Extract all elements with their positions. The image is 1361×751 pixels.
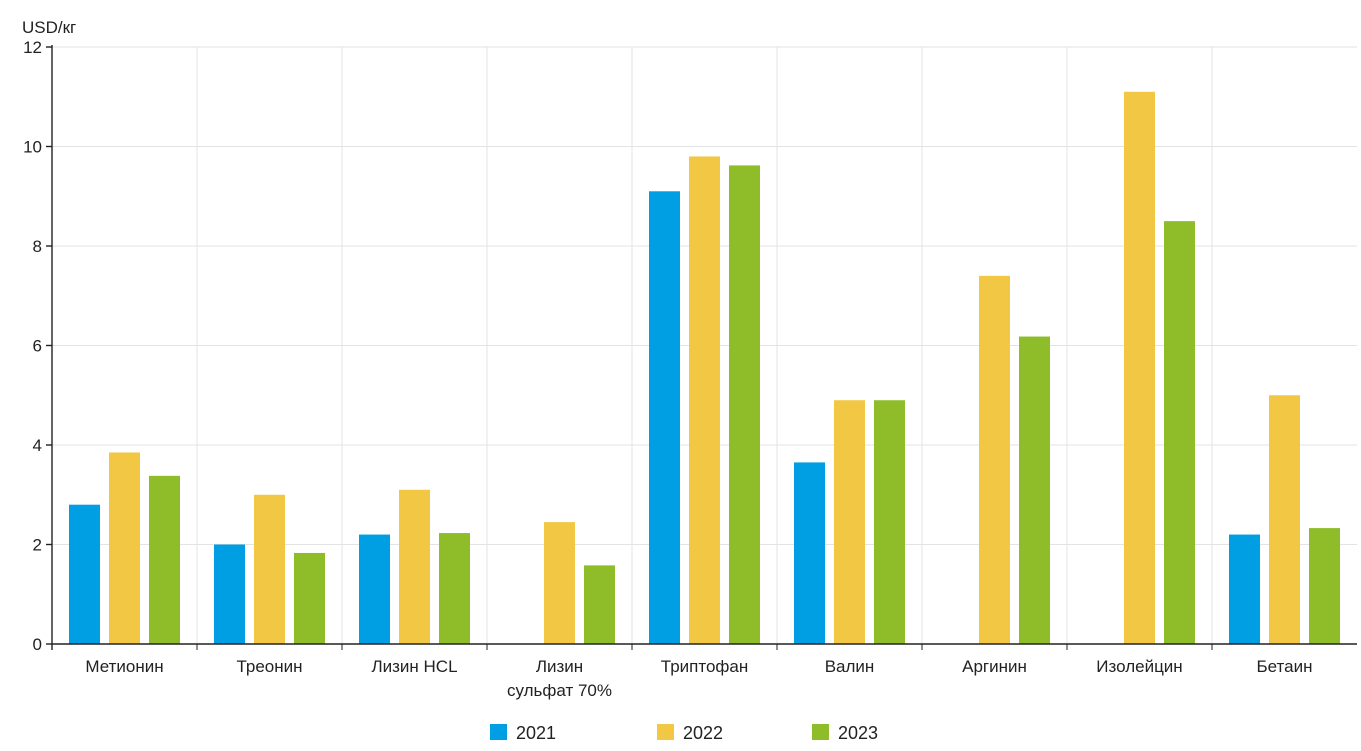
- bar-2023: [439, 533, 470, 644]
- legend: 2021 2022 2023: [490, 723, 878, 743]
- bar-2021: [214, 544, 245, 644]
- category-label: Триптофан: [661, 657, 748, 676]
- legend-label: 2022: [683, 723, 723, 743]
- bar-2022: [1269, 395, 1300, 644]
- bar-2022: [544, 522, 575, 644]
- category-label: Изолейцин: [1096, 657, 1182, 676]
- y-axis-unit-label: USD/кг: [22, 18, 76, 37]
- category-label: Валин: [825, 657, 875, 676]
- legend-item-2022: 2022: [657, 723, 723, 743]
- legend-swatch: [657, 724, 674, 740]
- bar-2021: [69, 504, 100, 644]
- bars: [69, 91, 1340, 644]
- category-label: Бетаин: [1257, 657, 1313, 676]
- y-tick-labels: 0 2 4 6 8 10 12: [23, 38, 42, 654]
- bar-2023: [294, 552, 325, 644]
- legend-label: 2021: [516, 723, 556, 743]
- y-tick-label: 8: [33, 237, 42, 256]
- legend-item-2021: 2021: [490, 723, 556, 743]
- bar-2023: [729, 165, 760, 644]
- bar-2022: [109, 452, 140, 644]
- bar-2023: [584, 565, 615, 644]
- category-label: Аргинин: [962, 657, 1027, 676]
- bar-2021: [359, 534, 390, 644]
- category-label: Треонин: [236, 657, 302, 676]
- bar-2023: [149, 475, 180, 644]
- bar-2022: [399, 489, 430, 644]
- y-tick-label: 6: [33, 337, 42, 356]
- bar-2021: [794, 462, 825, 644]
- bar-2022: [979, 275, 1010, 644]
- category-labels: Метионин Треонин Лизин HCL Лизин сульфат 70%…: [85, 657, 1312, 700]
- bar-2022: [254, 494, 285, 644]
- y-tick-label: 4: [33, 436, 42, 455]
- bar-2022: [1124, 91, 1155, 644]
- bar-2023: [1019, 336, 1050, 644]
- bar-2021: [649, 191, 680, 644]
- bar-2022: [689, 156, 720, 644]
- y-tick-label: 10: [23, 138, 42, 157]
- bar-2023: [874, 400, 905, 644]
- legend-swatch: [812, 724, 829, 740]
- bar-2022: [834, 400, 865, 644]
- y-tick-label: 2: [33, 536, 42, 555]
- bar-2023: [1309, 528, 1340, 644]
- y-tick-label: 12: [23, 38, 42, 57]
- category-label: Лизин сульфат 70%: [507, 657, 612, 700]
- category-label: Метионин: [85, 657, 163, 676]
- bar-2023: [1164, 221, 1195, 644]
- axes: USD/кг: [22, 18, 1357, 650]
- bar-2021: [1229, 534, 1260, 644]
- category-label: Лизин HCL: [371, 657, 457, 676]
- y-tick-label: 0: [33, 635, 42, 654]
- legend-label: 2023: [838, 723, 878, 743]
- legend-item-2023: 2023: [812, 723, 878, 743]
- grid-lines: [52, 46, 1357, 644]
- legend-swatch: [490, 724, 507, 740]
